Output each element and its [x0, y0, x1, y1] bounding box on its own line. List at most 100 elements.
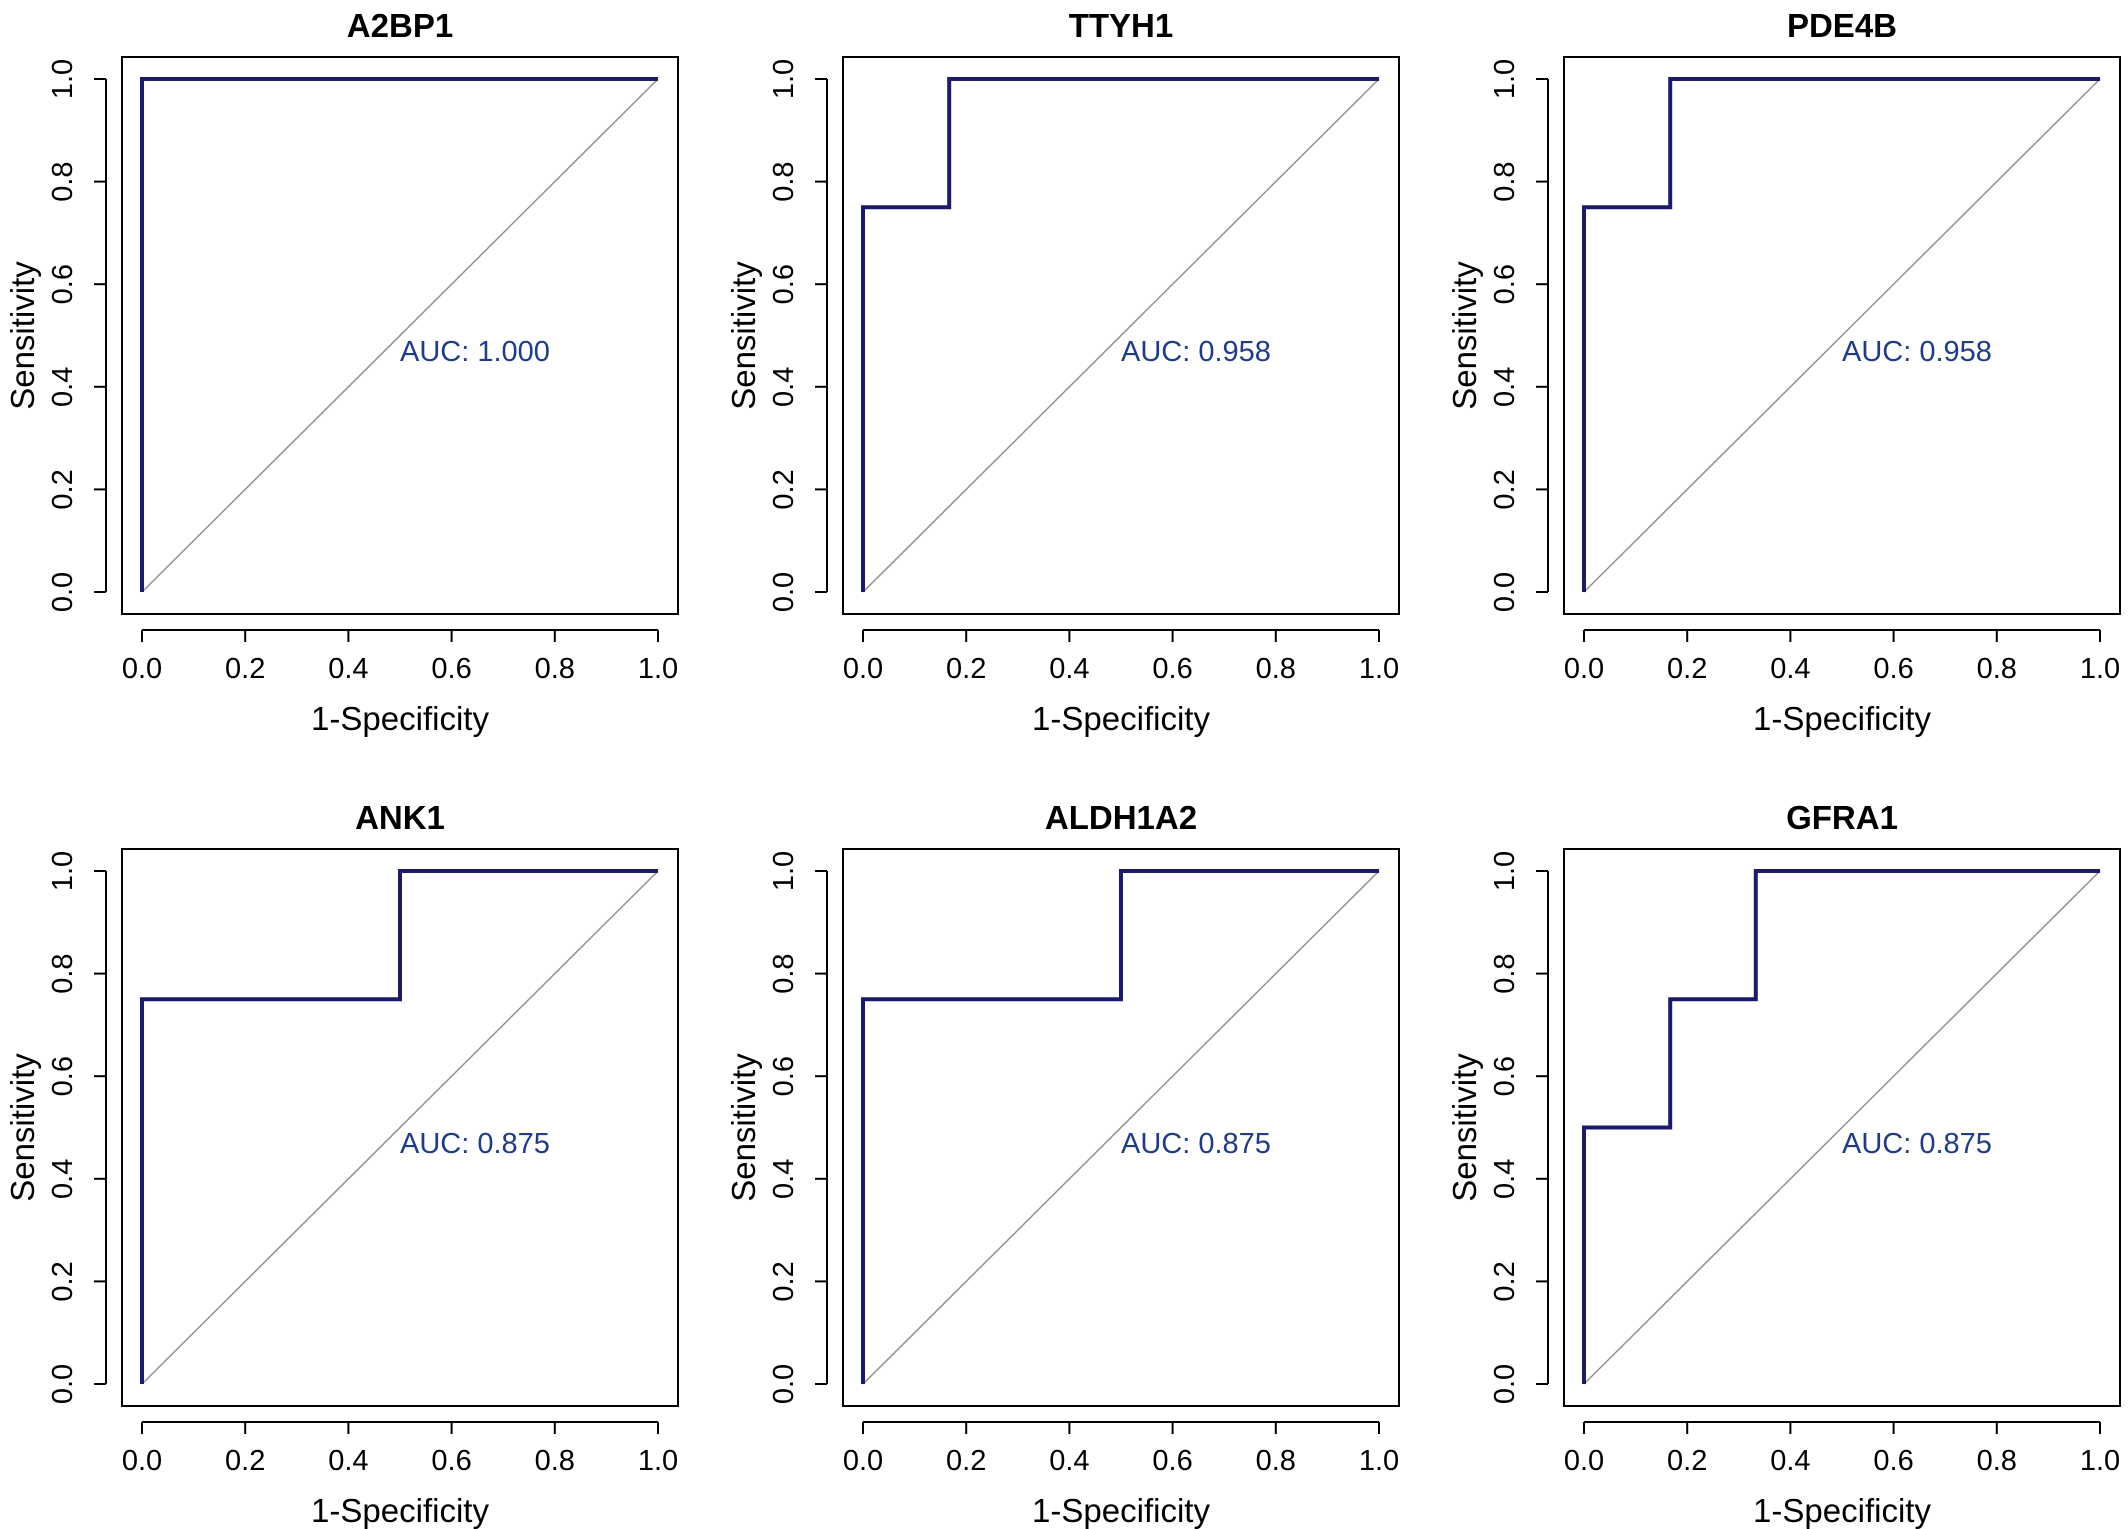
x-axis-title: 1-Specificity: [311, 700, 489, 737]
x-tick-label: 0.4: [328, 1445, 368, 1477]
roc-curve-line: [861, 77, 1379, 592]
y-tick-label: 0.6: [47, 264, 79, 304]
y-tick-label: 0.2: [47, 1261, 79, 1301]
x-tick-label: 0.2: [946, 1445, 986, 1477]
x-tick-label: 1.0: [638, 653, 678, 685]
y-tick-label: 0.8: [1489, 161, 1521, 201]
x-tick-label: 0.0: [843, 1445, 883, 1477]
x-tick-label: 1.0: [2080, 1445, 2120, 1477]
x-tick-label: 0.2: [946, 653, 986, 685]
y-tick-label: 0.2: [47, 469, 79, 509]
x-tick-label: 0.8: [1977, 653, 2017, 685]
y-tick-label: 1.0: [768, 851, 800, 891]
diagonal-reference-line: [862, 870, 1380, 1385]
y-tick-label: 0.8: [768, 953, 800, 993]
x-tick-label: 1.0: [1359, 653, 1399, 685]
y-tick-label: 0.2: [1489, 469, 1521, 509]
x-tick-label: 1.0: [1359, 1445, 1399, 1477]
plot-frame: [842, 56, 1400, 615]
x-tick-label: 0.4: [328, 653, 368, 685]
y-tick-label: 0.4: [47, 367, 79, 407]
x-tick-label: 0.2: [225, 653, 265, 685]
panel-title: ANK1: [355, 799, 445, 836]
x-tick-label: 0.6: [1152, 653, 1192, 685]
y-tick-label: 0.6: [768, 264, 800, 304]
diagonal-reference-line: [862, 78, 1380, 593]
x-tick-label: 0.4: [1049, 1445, 1089, 1477]
y-tick-label: 0.0: [768, 1364, 800, 1404]
y-tick-label: 0.0: [1489, 572, 1521, 612]
y-axis-title: Sensitivity: [725, 261, 762, 410]
y-tick-label: 1.0: [47, 851, 79, 891]
panel-title: A2BP1: [347, 7, 453, 44]
y-tick-label: 1.0: [1489, 851, 1521, 891]
panel-title: TTYH1: [1069, 7, 1174, 44]
roc-curve-line: [1582, 869, 2100, 1384]
x-tick-label: 0.4: [1770, 653, 1810, 685]
diagonal-reference-line: [1583, 870, 2101, 1385]
x-tick-label: 0.2: [1667, 653, 1707, 685]
roc-panel-aldh1a2: ALDH1A2 0.0 0.2 0.4 0.6 0.8 1.0 1-Specificity 0.…: [725, 799, 1400, 1529]
y-tick-label: 0.0: [47, 1364, 79, 1404]
y-axis-title: Sensitivity: [725, 1053, 762, 1202]
roc-curve-line: [140, 77, 658, 592]
auc-annotation: AUC: 0.875: [1121, 1128, 1271, 1160]
diagonal-reference-line: [1583, 78, 2101, 593]
auc-annotation: AUC: 0.958: [1842, 336, 1992, 368]
x-tick-label: 0.0: [122, 653, 162, 685]
plot-frame: [1563, 848, 2121, 1407]
y-tick-label: 0.8: [1489, 953, 1521, 993]
y-tick-label: 0.4: [768, 1159, 800, 1199]
panel-title: GFRA1: [1786, 799, 1898, 836]
x-tick-label: 0.6: [431, 1445, 471, 1477]
x-tick-label: 0.8: [535, 1445, 575, 1477]
panel-title: ALDH1A2: [1045, 799, 1197, 836]
y-tick-label: 0.2: [768, 469, 800, 509]
plot-frame: [842, 848, 1400, 1407]
x-axis-title: 1-Specificity: [311, 1492, 489, 1529]
y-tick-label: 0.4: [1489, 1159, 1521, 1199]
y-tick-label: 0.6: [47, 1056, 79, 1096]
plot-frame: [121, 56, 679, 615]
x-tick-label: 0.8: [1977, 1445, 2017, 1477]
y-tick-label: 0.0: [1489, 1364, 1521, 1404]
y-tick-label: 0.2: [1489, 1261, 1521, 1301]
roc-curve-line: [1582, 77, 2100, 592]
plot-frame: [121, 848, 679, 1407]
roc-panel-gfra1: GFRA1 0.0 0.2 0.4 0.6 0.8 1.0 1-Specificity 0.0 0…: [1446, 799, 2121, 1529]
x-tick-label: 0.8: [1256, 1445, 1296, 1477]
y-tick-label: 0.6: [1489, 1056, 1521, 1096]
x-tick-label: 0.6: [1873, 1445, 1913, 1477]
y-tick-label: 0.2: [768, 1261, 800, 1301]
auc-annotation: AUC: 1.000: [400, 336, 550, 368]
y-tick-label: 0.6: [1489, 264, 1521, 304]
x-tick-label: 0.8: [535, 653, 575, 685]
diagonal-reference-line: [141, 78, 659, 593]
y-tick-label: 0.4: [1489, 367, 1521, 407]
roc-panel-ttyh1: TTYH1 0.0 0.2 0.4 0.6 0.8 1.0 1-Specificity 0.0 0…: [725, 7, 1400, 737]
y-tick-label: 0.4: [47, 1159, 79, 1199]
x-axis-title: 1-Specificity: [1032, 1492, 1210, 1529]
y-tick-label: 1.0: [1489, 59, 1521, 99]
y-tick-label: 0.6: [768, 1056, 800, 1096]
x-tick-label: 0.6: [431, 653, 471, 685]
y-tick-label: 0.4: [768, 367, 800, 407]
y-tick-label: 0.8: [47, 953, 79, 993]
x-tick-label: 1.0: [638, 1445, 678, 1477]
x-axis-title: 1-Specificity: [1753, 1492, 1931, 1529]
x-tick-label: 0.0: [122, 1445, 162, 1477]
y-axis-title: Sensitivity: [1446, 261, 1483, 410]
x-axis-title: 1-Specificity: [1032, 700, 1210, 737]
roc-curve-line: [861, 869, 1379, 1384]
auc-annotation: AUC: 0.958: [1121, 336, 1271, 368]
x-tick-label: 0.2: [225, 1445, 265, 1477]
auc-annotation: AUC: 0.875: [400, 1128, 550, 1160]
x-tick-label: 0.0: [1564, 1445, 1604, 1477]
roc-panel-ank1: ANK1 0.0 0.2 0.4 0.6 0.8 1.0 1-Specificity 0.0 0.…: [4, 799, 679, 1529]
y-axis-title: Sensitivity: [1446, 1053, 1483, 1202]
panel-title: PDE4B: [1787, 7, 1897, 44]
x-tick-label: 0.4: [1049, 653, 1089, 685]
plot-frame: [1563, 56, 2121, 615]
x-tick-label: 0.8: [1256, 653, 1296, 685]
